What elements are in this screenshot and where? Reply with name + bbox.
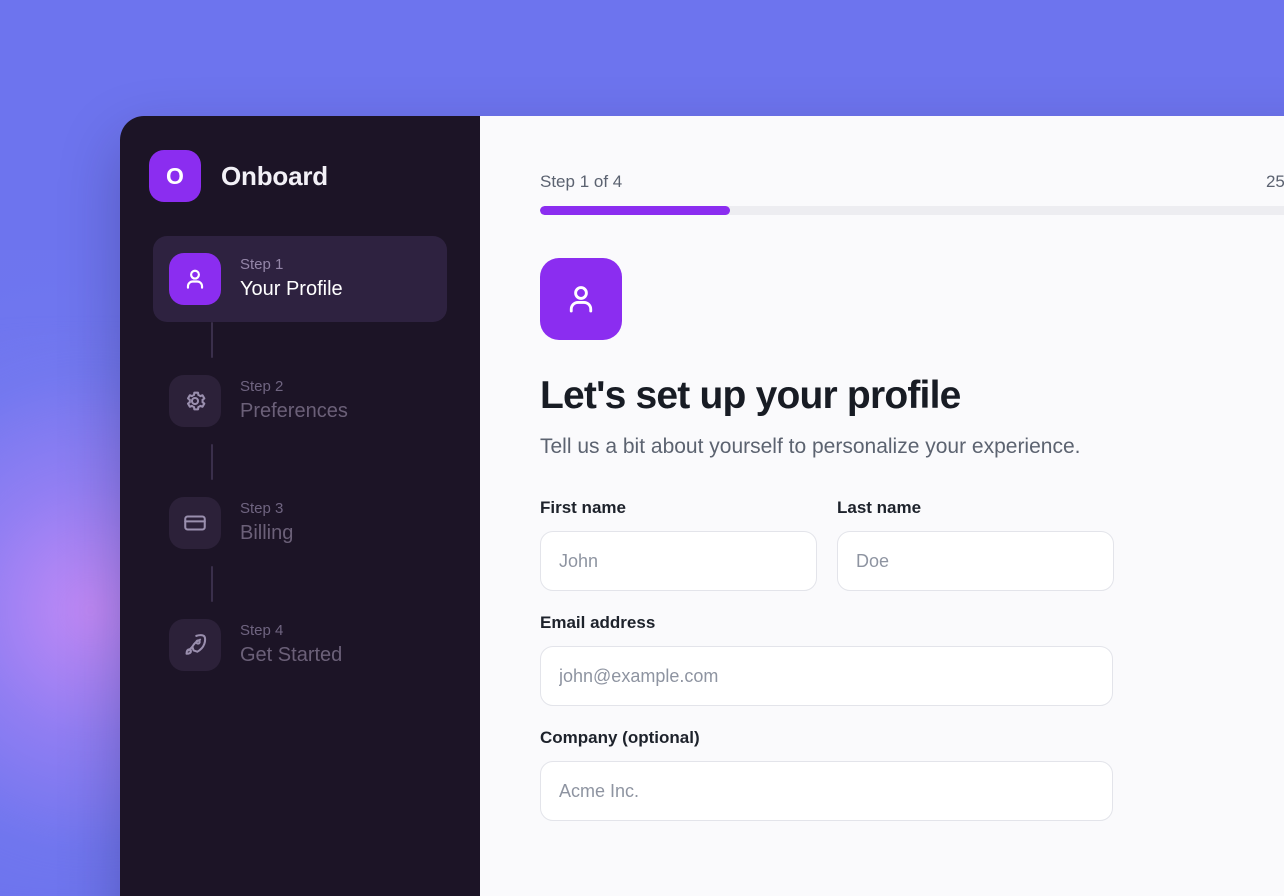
- step-connector: [211, 444, 213, 480]
- credit-card-icon: [169, 497, 221, 549]
- step-number: Step 4: [240, 622, 284, 640]
- person-icon: [169, 253, 221, 305]
- sidebar-step-billing[interactable]: Step 3 Billing: [153, 480, 447, 566]
- step-number: Step 3: [240, 500, 284, 518]
- sidebar-step-preferences[interactable]: Step 2 Preferences: [153, 358, 447, 444]
- sidebar-step-your-profile[interactable]: Step 1 Your Profile: [153, 236, 447, 322]
- company-label: Company (optional): [540, 728, 700, 747]
- email-field: Email address: [540, 613, 1113, 706]
- step-connector: [211, 322, 213, 358]
- step-connector: [211, 566, 213, 602]
- first-name-field: First name: [540, 498, 817, 591]
- page-subtitle: Tell us a bit about yourself to personal…: [540, 435, 1081, 458]
- progress-bar: [540, 206, 1284, 215]
- brand-logo-icon: O: [149, 150, 201, 202]
- sidebar-step-get-started[interactable]: Step 4 Get Started: [153, 602, 447, 688]
- profile-form: First name Last name Email address Compa…: [540, 498, 1284, 821]
- step-title: Your Profile: [240, 277, 343, 300]
- name-field-row: First name Last name: [540, 498, 1284, 613]
- progress-bar-fill: [540, 206, 730, 215]
- gear-icon: [169, 375, 221, 427]
- last-name-input[interactable]: [837, 531, 1114, 591]
- sidebar: O Onboard Step 1 Your Profile: [120, 116, 480, 896]
- email-label: Email address: [540, 613, 656, 632]
- brand-name: Onboard: [221, 160, 328, 191]
- rocket-icon: [169, 619, 221, 671]
- company-input[interactable]: [540, 761, 1113, 821]
- step-number: Step 1: [240, 256, 284, 274]
- app-card: O Onboard Step 1 Your Profile: [120, 116, 1284, 896]
- step-title: Get Started: [240, 643, 343, 666]
- brand: O Onboard: [120, 148, 480, 204]
- last-name-label: Last name: [837, 498, 922, 517]
- step-number: Step 2: [240, 378, 284, 396]
- profile-hero-icon: [540, 258, 622, 340]
- last-name-field: Last name: [837, 498, 1114, 591]
- progress-percent-label: 25%: [1265, 172, 1284, 191]
- email-input[interactable]: [540, 646, 1113, 706]
- company-field: Company (optional): [540, 728, 1113, 821]
- progress-header: Step 1 of 4 25%: [540, 172, 1284, 192]
- first-name-label: First name: [540, 498, 626, 517]
- first-name-input[interactable]: [540, 531, 817, 591]
- step-list: Step 1 Your Profile Step 2 Preferences: [120, 236, 480, 688]
- step-title: Preferences: [240, 399, 348, 422]
- main-content: Step 1 of 4 25% Let's set up your profil…: [480, 116, 1284, 896]
- progress-step-label: Step 1 of 4: [540, 172, 623, 191]
- step-title: Billing: [240, 521, 294, 544]
- page-title: Let's set up your profile: [540, 374, 961, 417]
